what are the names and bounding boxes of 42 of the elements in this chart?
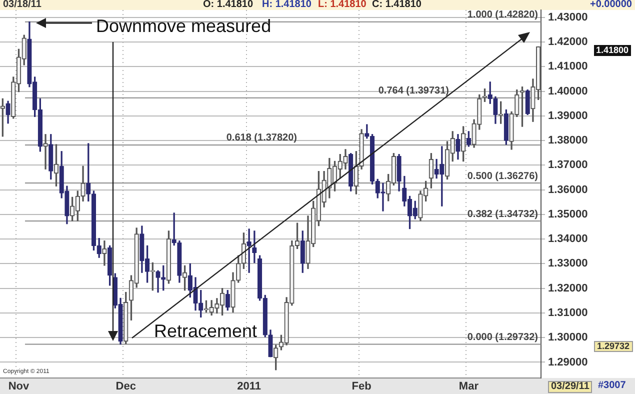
y-tick-label: 1.34000 <box>548 233 588 246</box>
ref-line-label: 0.764 (1.39731) <box>378 86 449 97</box>
y-tick-label: 1.42000 <box>548 36 588 48</box>
annotation: Downmove measured <box>96 16 272 36</box>
ref-line-label: 0.382 (1.34732) <box>467 208 538 220</box>
text: O: 1.41810 <box>203 0 254 10</box>
text: H: 1.41810 <box>262 0 312 10</box>
y-tick-label: 1.40000 <box>548 85 588 98</box>
x-tick-label: Feb <box>352 380 372 393</box>
text: 1.29732 <box>594 341 633 352</box>
y-tick-label: 1.41000 <box>548 60 588 73</box>
candlestick <box>252 230 257 264</box>
candlestick <box>43 134 48 170</box>
ref-line-label: 1.000 (1.42820) <box>467 10 538 21</box>
y-tick-label: 1.39000 <box>548 110 588 122</box>
ref-line-label: 0.618 (1.37820) <box>226 132 297 144</box>
y-tick-label: 1.30000 <box>548 332 588 344</box>
candlestick <box>246 228 252 273</box>
text: L: 1.41810 <box>318 0 366 10</box>
text: 03/29/11 <box>548 381 592 393</box>
x-tick-label: Dec <box>116 380 136 393</box>
candlestick <box>102 240 107 266</box>
y-tick-label: 1.43000 <box>548 11 588 24</box>
x-tick-label: Nov <box>8 380 30 393</box>
y-tick-label: 1.35000 <box>548 208 588 220</box>
text: +0.00000 <box>590 0 632 10</box>
annotation: Retracement <box>154 321 258 341</box>
text: C: 1.41810 <box>372 0 422 10</box>
y-tick-label: 1.29000 <box>548 356 588 368</box>
ref-line-label: 0.000 (1.29732) <box>467 332 538 343</box>
y-tick-label: 1.38000 <box>548 134 588 147</box>
y-tick-label: 1.36000 <box>548 184 588 196</box>
text: 1.41800 <box>594 45 631 56</box>
y-tick-label: 1.32000 <box>548 282 588 294</box>
x-tick-label: 2011 <box>237 380 262 393</box>
x-tick-label: Mar <box>458 380 480 393</box>
text: 03/18/11 <box>3 0 42 10</box>
y-tick-label: 1.37000 <box>548 159 588 172</box>
y-tick-label: 1.31000 <box>548 307 588 320</box>
y-tick-label: 1.33000 <box>548 258 588 270</box>
ref-line-label: 0.500 (1.36276) <box>467 170 538 182</box>
text: #3007 <box>598 380 626 391</box>
